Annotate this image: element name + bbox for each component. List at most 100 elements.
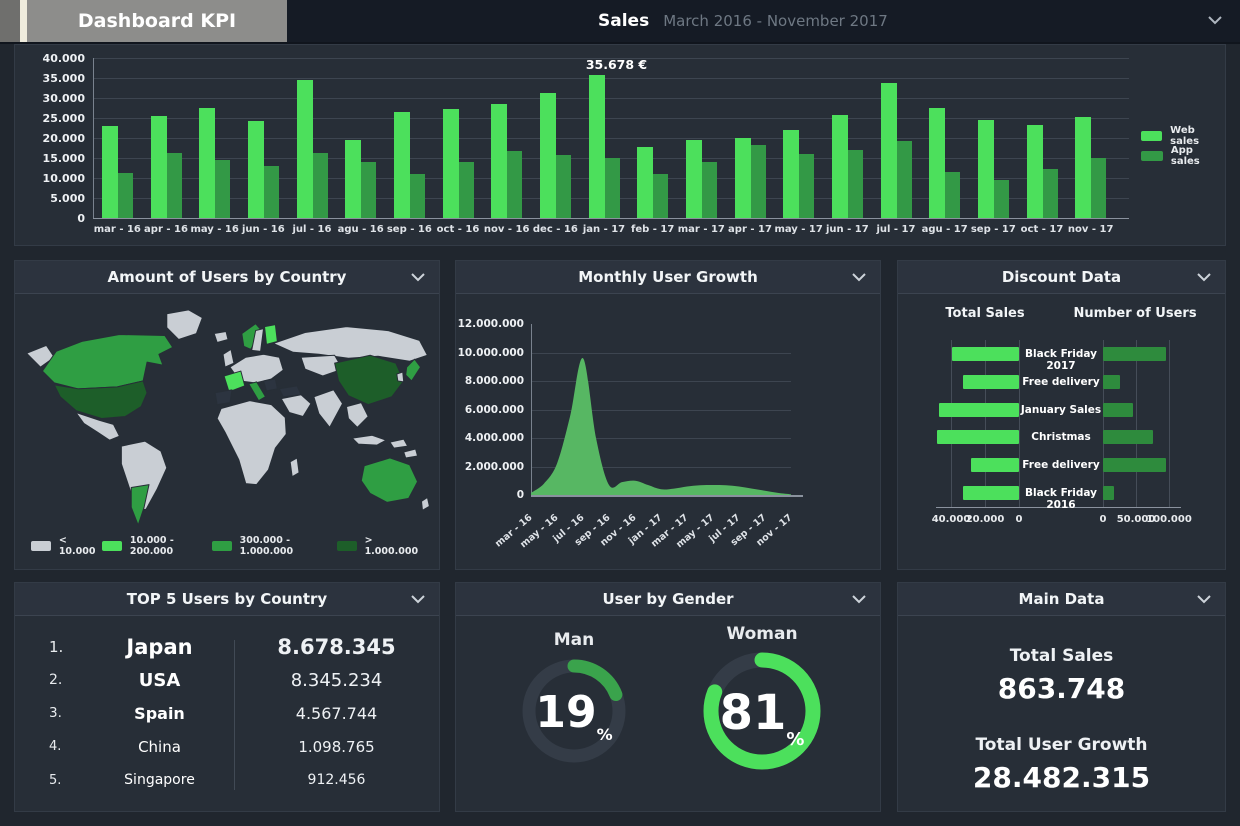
panel-title: Monthly User Growth xyxy=(578,268,758,286)
number-of-users-bar[interactable] xyxy=(1103,486,1114,501)
app-sales-bar[interactable] xyxy=(166,153,182,218)
web-sales-bar[interactable] xyxy=(734,137,751,218)
web-sales-bar[interactable] xyxy=(393,112,410,218)
total-sales-bar[interactable] xyxy=(936,430,1019,445)
app-sales-bar[interactable] xyxy=(361,162,377,218)
web-sales-bar[interactable] xyxy=(637,146,654,218)
y-axis-label: 25.000 xyxy=(42,112,85,125)
web-sales-bar[interactable] xyxy=(1026,125,1043,218)
total-user-growth-label: Total User Growth xyxy=(975,735,1148,755)
web-sales-bar[interactable] xyxy=(491,104,508,218)
web-sales-bar[interactable] xyxy=(685,140,702,218)
app-sales-bar[interactable] xyxy=(117,173,133,218)
chevron-down-icon[interactable] xyxy=(1197,595,1211,604)
web-sales-bar[interactable] xyxy=(1075,116,1092,218)
web-sales-bar[interactable] xyxy=(977,120,994,218)
app-sales-bar[interactable] xyxy=(409,174,425,218)
top5-row[interactable]: 4. China 1.098.765 xyxy=(15,730,439,763)
app-title-tab[interactable]: Dashboard KPI xyxy=(27,0,287,42)
app-sales-bar[interactable] xyxy=(993,180,1009,218)
app-sales-bar[interactable] xyxy=(799,154,815,218)
chevron-down-icon[interactable] xyxy=(411,595,425,604)
y-axis-label: 8.000.000 xyxy=(464,375,524,387)
app-sales-bar[interactable] xyxy=(604,158,620,218)
world-map[interactable] xyxy=(18,298,438,530)
web-sales-bar[interactable] xyxy=(345,140,362,218)
x-axis-label: oct - 16 xyxy=(436,224,480,235)
app-sales-bar[interactable] xyxy=(263,165,279,218)
app-sales-bar[interactable] xyxy=(458,162,474,218)
top5-row[interactable]: 2. USA 8.345.234 xyxy=(15,663,439,696)
percent-value: 81 xyxy=(719,685,787,741)
x-axis-label: agu - 17 xyxy=(921,224,968,235)
web-sales-bar[interactable] xyxy=(929,108,946,218)
number-of-users-bar[interactable] xyxy=(1103,402,1133,417)
x-axis-label: jun - 17 xyxy=(825,224,869,235)
gender-donuts: Man 19% Woman 81% xyxy=(456,616,880,811)
app-sales-bar[interactable] xyxy=(1091,158,1107,218)
number-of-users-bar[interactable] xyxy=(1103,458,1167,473)
web-sales-bar[interactable] xyxy=(247,120,264,218)
legend-label: < 10.000 xyxy=(58,535,96,557)
web-sales-bar[interactable] xyxy=(539,92,556,218)
panel-header: TOP 5 Users by Country xyxy=(15,583,439,616)
total-sales-bar[interactable] xyxy=(962,374,1019,389)
app-sales-bar[interactable] xyxy=(215,160,231,218)
chevron-down-icon[interactable] xyxy=(1208,16,1222,25)
country-name: China xyxy=(138,737,181,756)
area-series[interactable] xyxy=(531,324,791,495)
app-sales-bar[interactable] xyxy=(847,149,863,218)
total-sales-bar[interactable] xyxy=(970,458,1019,473)
app-sales-bar[interactable] xyxy=(945,172,961,218)
total-sales-bar[interactable] xyxy=(962,486,1019,501)
app-sales-bar[interactable] xyxy=(1042,168,1058,218)
donut-value: 81% xyxy=(701,650,823,776)
top5-row[interactable]: 3. Spain 4.567.744 xyxy=(15,697,439,730)
web-sales-bar[interactable] xyxy=(442,109,459,218)
man-donut[interactable] xyxy=(519,656,629,766)
y-axis-label: 0 xyxy=(77,212,85,225)
woman-donut[interactable] xyxy=(701,650,823,772)
y-axis-label: 20.000 xyxy=(42,132,85,145)
user-count: 8.678.345 xyxy=(277,634,396,659)
total-sales-bar[interactable] xyxy=(952,346,1019,361)
x-axis-label: agu - 16 xyxy=(337,224,384,235)
app-sales-bar[interactable] xyxy=(701,161,717,218)
x-axis-label: sep - 17 xyxy=(970,224,1016,235)
top5-row[interactable]: 1. Japan 8.678.345 xyxy=(15,630,439,663)
top5-row[interactable]: 5. Singapore 912.456 xyxy=(15,764,439,797)
chevron-down-icon[interactable] xyxy=(852,273,866,282)
web-sales-bar[interactable] xyxy=(150,116,167,218)
country-name: Spain xyxy=(134,703,185,723)
chevron-down-icon[interactable] xyxy=(411,273,425,282)
web-sales-bar[interactable] xyxy=(296,80,313,218)
total-sales-value: 863.748 xyxy=(997,672,1126,705)
number-of-users-bar[interactable] xyxy=(1103,430,1153,445)
total-sales-bar[interactable] xyxy=(939,402,1019,417)
chevron-down-icon[interactable] xyxy=(852,595,866,604)
app-sales-bar[interactable] xyxy=(750,144,766,218)
app-sales-bar[interactable] xyxy=(653,174,669,218)
web-sales-bar[interactable] xyxy=(831,115,848,218)
app-sales-bar[interactable] xyxy=(507,150,523,218)
chevron-down-icon[interactable] xyxy=(1197,273,1211,282)
legend-swatch xyxy=(336,541,357,551)
web-sales-bar[interactable] xyxy=(199,108,216,218)
kpi-tab-edge xyxy=(0,0,20,42)
web-sales-bar[interactable] xyxy=(101,125,118,218)
web-sales-bar[interactable] xyxy=(783,130,800,218)
y-axis-label: 10.000.000 xyxy=(457,346,524,359)
panel-header: Main Data xyxy=(898,583,1225,616)
y-axis-label: 30.000 xyxy=(42,92,85,105)
number-of-users-bar[interactable] xyxy=(1103,374,1121,389)
number-of-users-bar[interactable] xyxy=(1103,346,1167,361)
web-sales-bar[interactable] xyxy=(588,75,605,218)
app-sales-bar[interactable] xyxy=(555,155,571,218)
legend-label: Web sales xyxy=(1170,125,1200,147)
web-sales-bar[interactable] xyxy=(880,82,897,218)
axis-tick-label: 0 xyxy=(1015,514,1023,525)
app-sales-bar[interactable] xyxy=(312,153,328,218)
panel-title: Discount Data xyxy=(1001,268,1122,286)
app-sales-bar[interactable] xyxy=(896,140,912,218)
